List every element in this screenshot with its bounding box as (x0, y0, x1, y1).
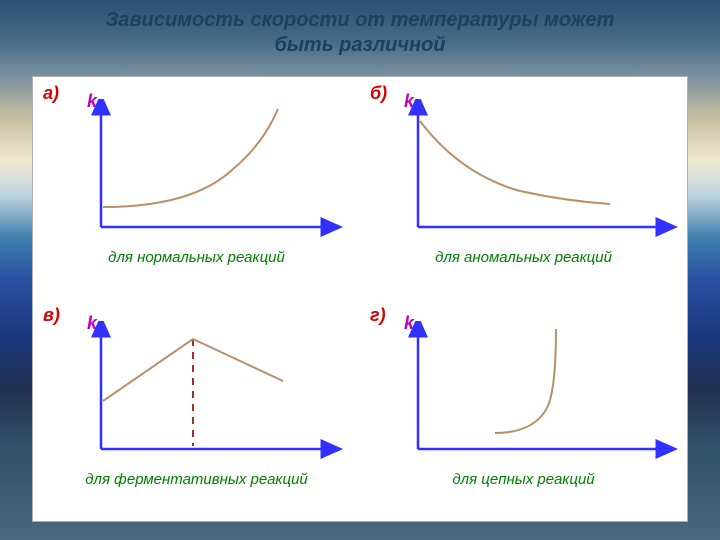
chart-c: в) k t для ферментативных реакций (33, 299, 360, 521)
corner-label-c: в) (43, 305, 60, 326)
charts-panel: а) k t для нормальных реакций б) k t (32, 76, 688, 522)
plot-svg-a (83, 99, 343, 249)
slide-title: Зависимость скорости от температуры може… (0, 8, 720, 58)
caption-d: для цепных реакций (360, 471, 687, 488)
plot-svg-d (400, 321, 680, 471)
plot-svg-b (400, 99, 680, 249)
curve-a (103, 109, 278, 207)
chart-a: а) k t для нормальных реакций (33, 77, 360, 299)
title-line-2: быть различной (274, 34, 445, 56)
title-line-1: Зависимость скорости от температуры може… (106, 9, 615, 31)
caption-a: для нормальных реакций (33, 249, 360, 266)
slide-background: Зависимость скорости от температуры може… (0, 0, 720, 540)
curve-b (420, 121, 610, 204)
corner-label-b: б) (370, 83, 387, 104)
caption-c: для ферментативных реакций (33, 471, 360, 488)
chart-b: б) k t для аномальных реакций (360, 77, 687, 299)
plot-svg-c (83, 321, 343, 471)
corner-label-a: а) (43, 83, 59, 104)
corner-label-d: г) (370, 305, 386, 326)
caption-b: для аномальных реакций (360, 249, 687, 266)
curve-d (495, 329, 556, 433)
chart-d: г) k t для цепных реакций (360, 299, 687, 521)
